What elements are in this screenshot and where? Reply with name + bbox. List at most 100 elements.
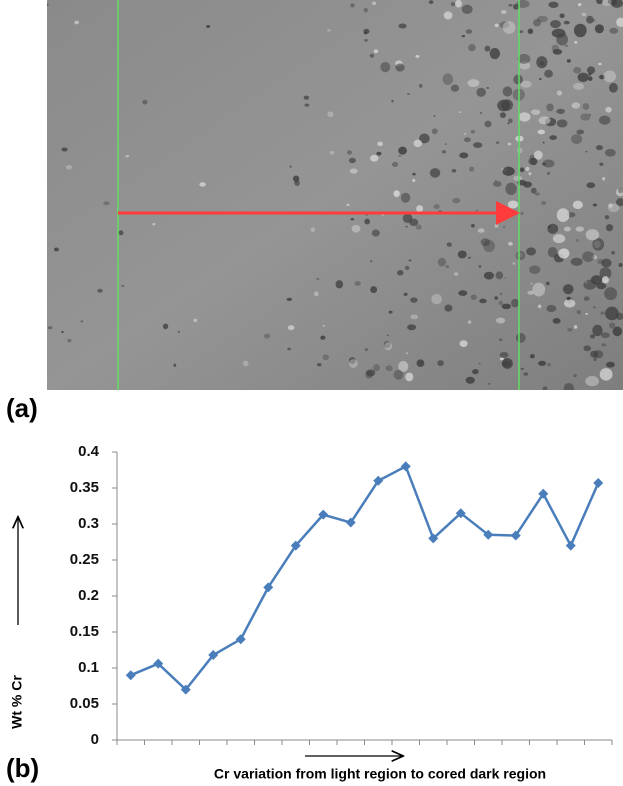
sem-pit — [293, 176, 299, 182]
sem-pit — [602, 177, 605, 180]
sem-pit — [595, 24, 604, 33]
sem-pit — [544, 70, 553, 78]
sem-pit — [404, 293, 408, 296]
sem-pit — [458, 290, 467, 296]
sem-pit — [349, 359, 358, 368]
sem-pit — [557, 119, 568, 127]
sem-pit — [574, 325, 577, 329]
sem-pit — [564, 227, 571, 232]
sem-pit — [483, 240, 495, 252]
sem-pit — [531, 109, 540, 115]
sem-pit — [304, 96, 309, 100]
sem-pit — [523, 181, 532, 187]
sem-pit — [574, 41, 577, 44]
sem-pit — [521, 368, 524, 370]
sem-pit — [525, 167, 529, 171]
sem-pit — [538, 304, 542, 308]
sem-pit — [493, 181, 502, 187]
sem-pit — [178, 331, 180, 333]
sem-pit — [573, 374, 576, 377]
sem-pit — [451, 85, 459, 92]
y-tick-label: 0 — [91, 731, 99, 748]
sem-pit — [410, 315, 418, 320]
y-tick-label: 0.2 — [78, 587, 99, 604]
sem-pit — [327, 111, 333, 117]
sem-pit — [600, 311, 604, 314]
sem-pit — [347, 150, 352, 155]
sem-pit — [488, 383, 491, 385]
y-tick-label: 0.4 — [78, 443, 100, 460]
sem-pit — [540, 61, 545, 65]
sem-pit — [377, 142, 383, 147]
sem-pit — [469, 166, 474, 171]
sem-pit — [121, 285, 124, 287]
sem-pit — [605, 149, 616, 157]
y-tick-label: 0.15 — [70, 623, 99, 640]
sem-pit — [557, 208, 570, 222]
sem-pit — [330, 151, 334, 155]
sem-pit — [410, 297, 417, 302]
sem-pit — [372, 1, 376, 5]
sem-pit — [444, 11, 453, 19]
sem-pit — [538, 361, 546, 366]
sem-pit — [458, 250, 467, 258]
sem-pit — [547, 363, 551, 366]
sem-pit — [608, 203, 619, 212]
sem-pit — [430, 168, 440, 178]
sem-pit — [508, 143, 512, 146]
sem-pit — [563, 284, 574, 294]
sem-pit — [370, 286, 377, 293]
sem-pit — [466, 377, 475, 384]
sem-pit — [588, 73, 591, 76]
sem-pit — [577, 310, 581, 314]
sem-pit — [601, 343, 606, 346]
sem-pit — [520, 212, 523, 215]
sem-pit — [619, 263, 623, 267]
sem-pit — [409, 259, 412, 261]
sem-pit — [372, 230, 380, 237]
sem-pit — [370, 155, 379, 162]
sem-pit — [398, 147, 407, 155]
sem-pit — [528, 29, 534, 34]
data-point — [566, 541, 576, 551]
sem-pit — [531, 188, 537, 194]
sem-pit — [576, 239, 579, 242]
sem-pit — [571, 258, 583, 266]
sem-pit — [391, 100, 393, 102]
sem-pit — [74, 21, 79, 25]
sem-pit — [550, 20, 561, 28]
sem-pit — [500, 352, 509, 358]
sem-pit — [546, 103, 553, 111]
sem-pit — [565, 45, 568, 47]
sem-pit — [564, 21, 570, 25]
sem-pit — [516, 333, 526, 343]
sem-pit — [508, 242, 513, 246]
sem-pit — [585, 313, 588, 315]
sem-pit — [473, 142, 482, 148]
panel-label: (a) — [6, 393, 38, 423]
data-point — [401, 461, 411, 471]
sem-pit — [405, 266, 410, 270]
y-axis-title: Wt % Cr — [9, 675, 25, 729]
sem-pit — [605, 107, 611, 113]
x-axis-title: Cr variation from light region to cored … — [214, 766, 546, 782]
sem-pit — [468, 257, 471, 259]
sem-pit — [476, 210, 479, 212]
sem-pit — [546, 282, 550, 286]
sem-pit — [557, 90, 562, 95]
sem-pit — [566, 297, 570, 301]
sem-pit — [363, 29, 369, 34]
sem-pit — [480, 112, 482, 114]
sem-pit — [478, 228, 485, 232]
sem-pit — [125, 155, 129, 157]
sem-pit — [593, 350, 603, 358]
sem-pit — [46, 4, 48, 6]
sem-pit — [376, 152, 381, 156]
sem-pit — [499, 338, 502, 341]
sem-pit — [600, 368, 613, 381]
sem-pit — [389, 311, 393, 314]
sem-pit — [484, 121, 491, 128]
sem-pit — [520, 167, 525, 172]
sem-pit — [311, 227, 316, 232]
sem-pit — [580, 113, 590, 120]
